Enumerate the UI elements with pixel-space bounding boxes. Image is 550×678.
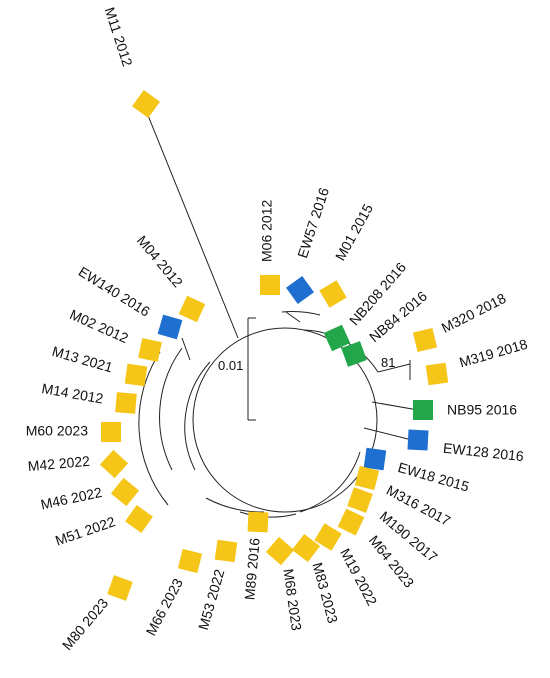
tip-marker <box>178 295 206 323</box>
tip-label: EW128 2016 <box>442 440 524 464</box>
tip-label: M51 2022 <box>53 513 117 548</box>
tip-label: M80 2023 <box>59 595 111 653</box>
tip-marker <box>260 275 280 295</box>
tip-label: EW57 2016 <box>294 185 332 260</box>
central-ring <box>192 327 378 513</box>
tip-marker <box>177 548 203 574</box>
tip-label: M66 2023 <box>143 575 186 638</box>
long-branch-m11 <box>144 107 239 339</box>
branch-ew140 <box>181 337 191 361</box>
tip-marker <box>413 400 433 420</box>
tip-marker <box>341 341 367 367</box>
tip-marker <box>125 505 153 533</box>
tip-label: M319 2018 <box>457 336 529 371</box>
tip-marker <box>286 276 314 304</box>
tip-marker <box>337 508 365 536</box>
tip-marker <box>407 429 429 451</box>
tip-label: M02 2012 <box>67 306 131 346</box>
tip-marker <box>291 533 321 563</box>
tip-marker <box>363 447 387 471</box>
arc-bottom-right <box>299 451 361 513</box>
tip-label: M13 2021 <box>50 343 114 376</box>
tip-marker <box>425 362 449 386</box>
tip-label: M83 2023 <box>310 561 342 625</box>
tip-marker <box>347 487 373 513</box>
tip-marker <box>157 314 183 340</box>
tip-label: M68 2023 <box>280 568 305 632</box>
tip-label: M04 2012 <box>134 232 186 290</box>
tip-label: M46 2022 <box>39 484 103 513</box>
tip-marker <box>132 90 160 118</box>
branch-m320-m319 <box>377 363 411 373</box>
tip-marker <box>101 422 121 442</box>
tip-marker <box>138 338 162 362</box>
tip-label: NB95 2016 <box>447 402 517 418</box>
tip-marker <box>110 477 140 507</box>
tip-label: M42 2022 <box>27 453 91 474</box>
tip-label: M89 2016 <box>241 537 262 601</box>
tip-marker <box>319 280 347 308</box>
tree-branches <box>138 311 419 518</box>
branch-top-cluster <box>285 311 301 323</box>
tip-marker <box>354 465 380 491</box>
tip-label: M14 2012 <box>41 380 105 407</box>
tip-label: M19 2022 <box>337 546 380 609</box>
tip-marker <box>265 536 295 566</box>
tip-marker <box>99 449 129 479</box>
tip-label: M11 2012 <box>102 5 136 68</box>
tip-label: M53 2022 <box>195 567 228 631</box>
tip-marker <box>214 539 238 563</box>
tip-marker <box>115 392 137 414</box>
outer-arc-left <box>138 351 169 506</box>
tip-label: M06 2012 <box>259 200 275 262</box>
mid-arc-left <box>159 347 183 471</box>
arc-top <box>281 311 321 316</box>
tip-label: M320 2018 <box>439 290 509 336</box>
inner-arc-left <box>184 361 211 471</box>
scale-bar-label: 0.01 <box>218 358 243 373</box>
tip-label: M60 2023 <box>26 423 88 439</box>
tip-marker <box>107 575 133 601</box>
scale-bar: 0.01 <box>218 317 256 421</box>
tip-marker <box>247 511 269 533</box>
tip-label: M01 2015 <box>332 201 376 263</box>
branch-ew128 <box>363 427 413 441</box>
tip-marker <box>412 327 438 353</box>
bootstrap-label: 81 <box>381 355 395 370</box>
tip-marker <box>124 363 148 387</box>
arc-bottom-left <box>205 497 265 513</box>
tip-marker <box>314 523 342 551</box>
branch-nb95 <box>371 401 419 411</box>
tip-marker <box>323 324 351 352</box>
